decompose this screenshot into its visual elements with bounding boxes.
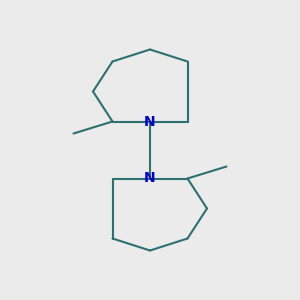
Text: N: N: [144, 115, 156, 128]
Text: N: N: [144, 172, 156, 185]
